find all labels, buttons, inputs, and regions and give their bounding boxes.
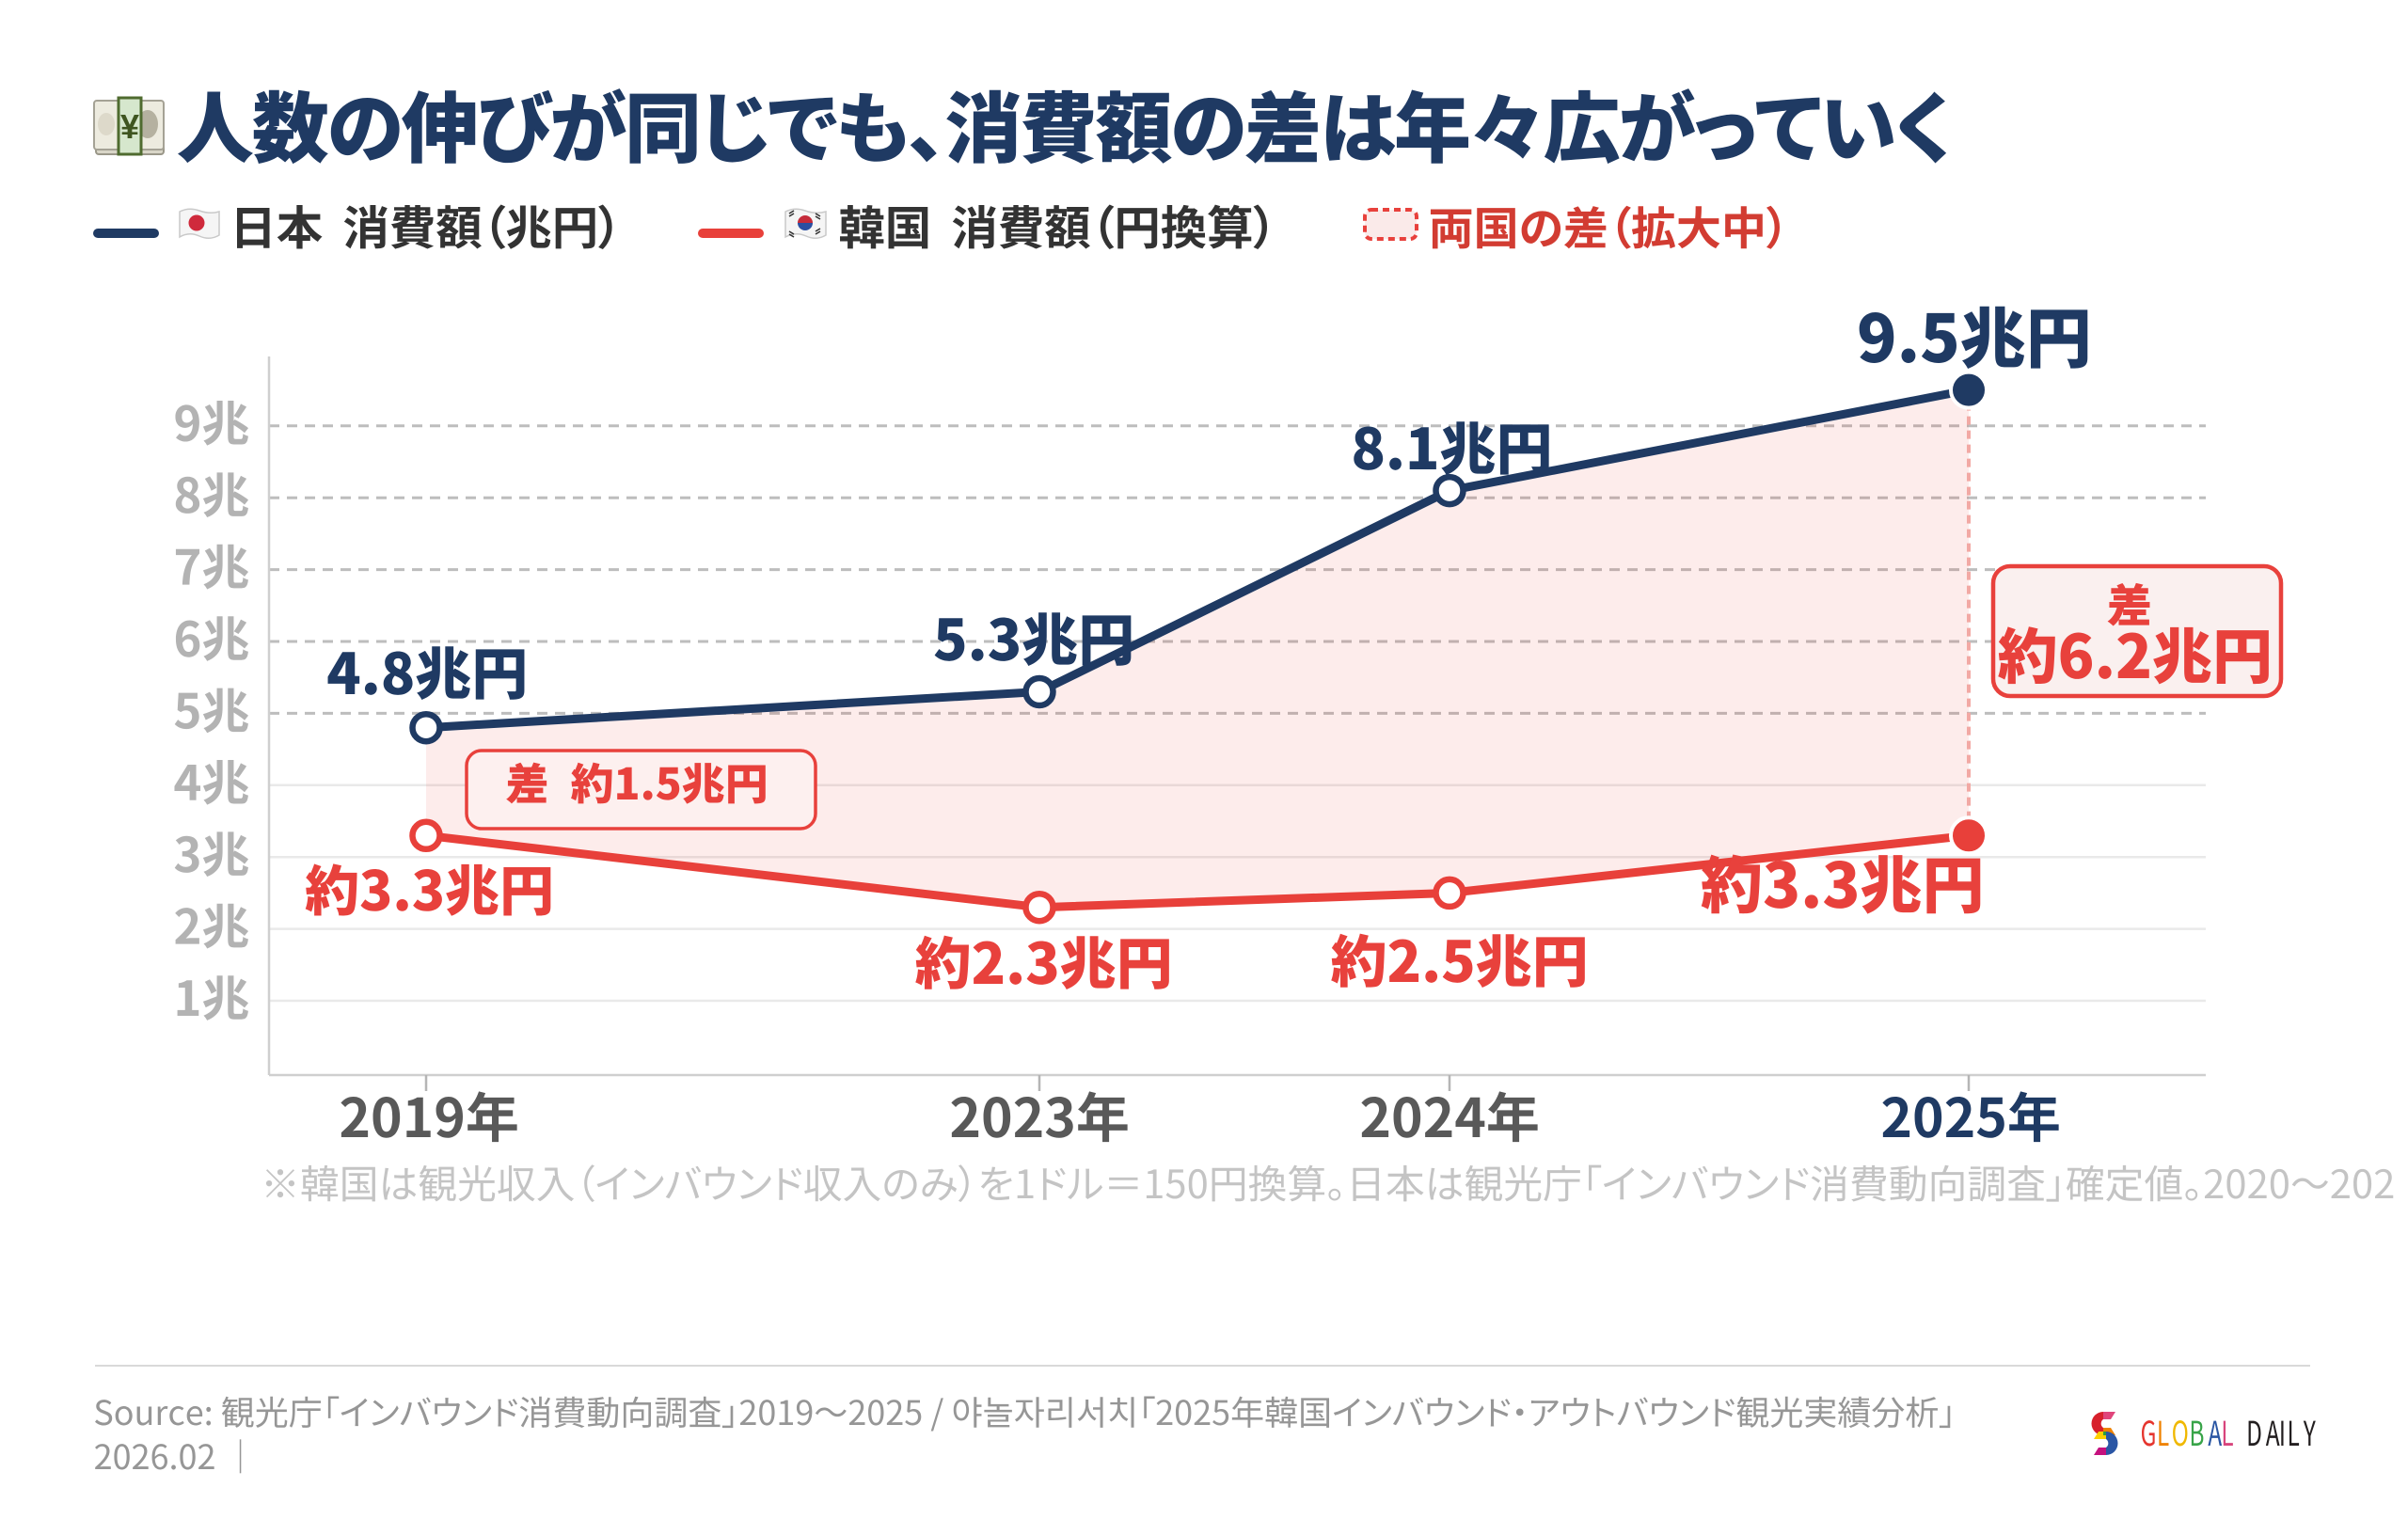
svg-text:¥: ¥ (120, 107, 139, 146)
